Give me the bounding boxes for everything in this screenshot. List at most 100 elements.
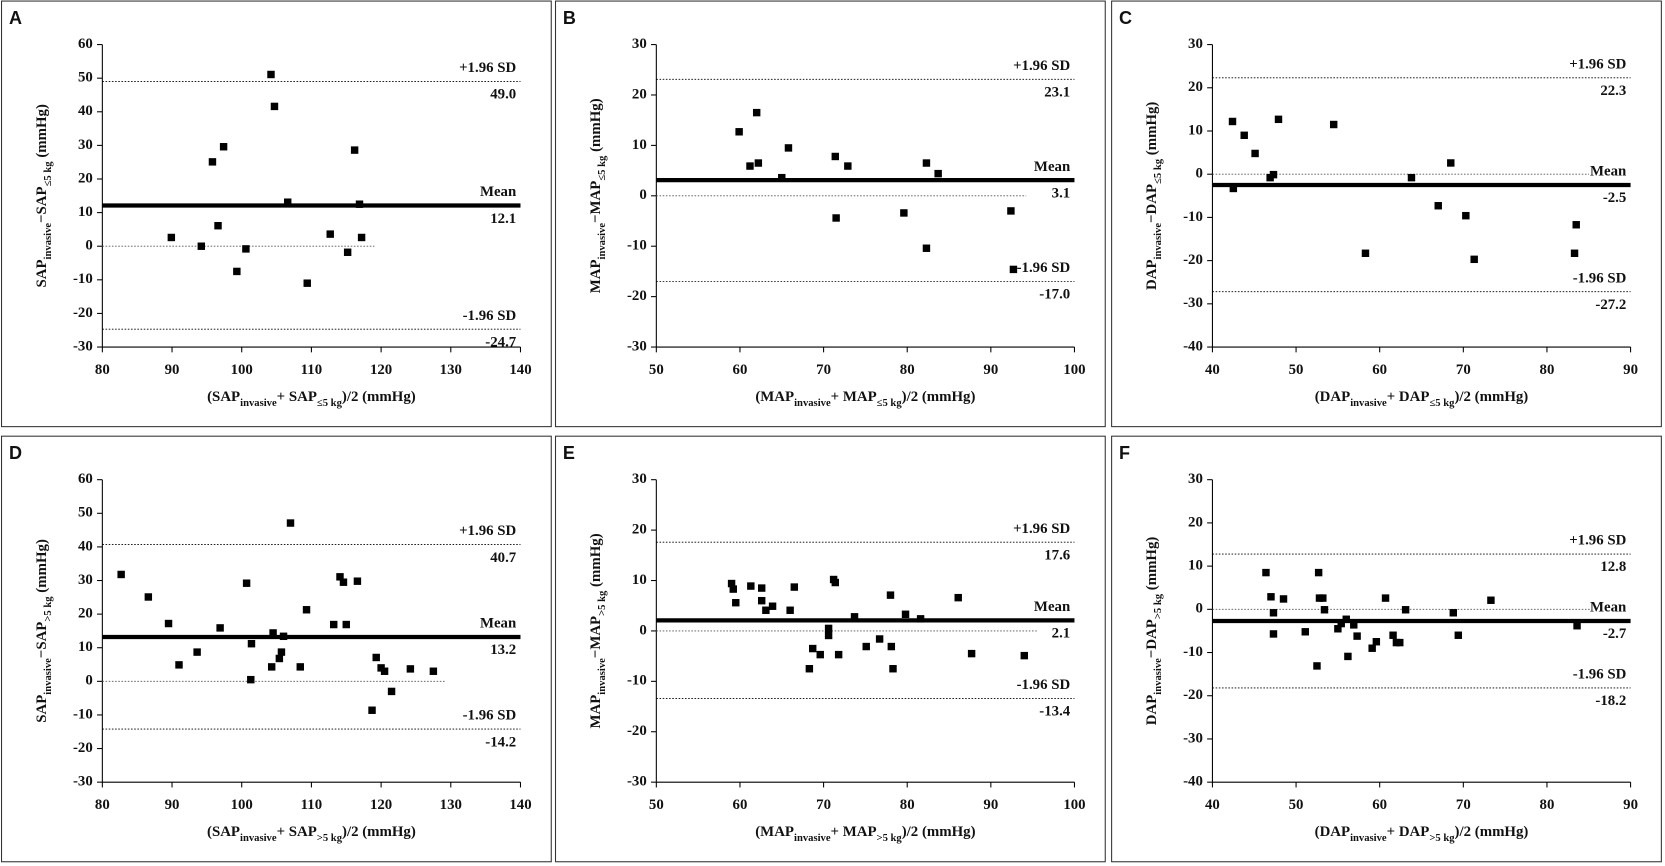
reference-value: -2.5 bbox=[1603, 190, 1627, 206]
data-point bbox=[1353, 632, 1361, 640]
data-point bbox=[922, 244, 931, 252]
data-point bbox=[934, 169, 942, 178]
label-part: (DAP bbox=[1315, 389, 1350, 405]
label-part: −SAP bbox=[34, 186, 50, 223]
label-part: + DAP bbox=[1387, 389, 1430, 405]
y-axis-title: MAPinvasive−MAP>5 kg (mmHg) bbox=[588, 533, 608, 728]
y-tick-label: 10 bbox=[78, 639, 93, 655]
y-axis-title: MAPinvasive−MAP≤5 kg (mmHg) bbox=[588, 98, 608, 293]
x-tick-label: 110 bbox=[301, 362, 322, 378]
label-part: >5 kg bbox=[597, 590, 608, 616]
data-point bbox=[242, 579, 251, 587]
data-point bbox=[850, 613, 859, 621]
data-point bbox=[1269, 609, 1278, 617]
data-point bbox=[284, 198, 292, 206]
label-part: ≤5 kg bbox=[877, 398, 903, 409]
reference-value: 3.1 bbox=[1052, 185, 1071, 201]
x-tick-label: 70 bbox=[816, 797, 831, 813]
y-tick-label: 30 bbox=[78, 137, 93, 153]
data-point bbox=[1337, 619, 1345, 628]
label-part: −SAP bbox=[34, 622, 50, 659]
label-part: >5 kg bbox=[877, 833, 903, 844]
data-point bbox=[1573, 622, 1581, 630]
y-tick-label: 0 bbox=[85, 673, 92, 689]
y-tick-label: 30 bbox=[78, 572, 93, 588]
data-point bbox=[757, 596, 766, 605]
label-part: )/2 (mmHg) bbox=[902, 825, 976, 841]
data-point bbox=[735, 128, 743, 136]
x-tick-label: 50 bbox=[649, 362, 664, 378]
data-point bbox=[1229, 184, 1238, 193]
reference-label: -1.96 SD bbox=[1017, 677, 1071, 693]
label-part: −MAP bbox=[588, 181, 604, 223]
y-tick-label: -20 bbox=[73, 740, 93, 756]
x-tick-label: 110 bbox=[301, 797, 322, 813]
panel-letter: E bbox=[563, 443, 575, 463]
data-point bbox=[784, 144, 793, 152]
y-tick-label: -30 bbox=[1183, 295, 1203, 311]
data-point bbox=[1470, 255, 1478, 264]
x-axis-title: (SAPinvasive+ SAP≤5 kg)/2 (mmHg) bbox=[207, 389, 416, 409]
label-part: (mmHg) bbox=[588, 98, 604, 155]
data-point bbox=[242, 245, 250, 253]
y-tick-label: 0 bbox=[639, 622, 646, 638]
label-part: >5 kg bbox=[1429, 833, 1455, 844]
reference-label: Mean bbox=[1034, 599, 1071, 615]
reference-label: -1.96 SD bbox=[1573, 270, 1627, 286]
data-point bbox=[1396, 638, 1404, 647]
y-tick-label: -10 bbox=[1183, 209, 1203, 225]
data-point bbox=[368, 706, 376, 714]
label-part: invasive bbox=[240, 833, 277, 844]
label-part: invasive bbox=[597, 223, 608, 260]
data-point bbox=[901, 610, 910, 619]
panel-letter: C bbox=[1119, 8, 1132, 28]
data-point bbox=[746, 162, 754, 170]
data-point bbox=[727, 579, 736, 588]
reference-value: 22.3 bbox=[1600, 83, 1626, 99]
x-tick-label: 50 bbox=[1289, 797, 1304, 813]
label-part: DAP bbox=[1144, 259, 1160, 290]
data-point bbox=[429, 667, 438, 675]
y-axis-title: DAPinvasive−DAP>5 kg (mmHg) bbox=[1144, 537, 1164, 726]
label-part: invasive bbox=[597, 658, 608, 695]
panel-border bbox=[554, 0, 1106, 428]
y-tick-label: -30 bbox=[1183, 730, 1203, 746]
data-point bbox=[406, 665, 415, 673]
data-point bbox=[832, 214, 840, 222]
data-point bbox=[302, 606, 311, 614]
data-point bbox=[778, 173, 786, 182]
reference-label: +1.96 SD bbox=[459, 60, 516, 76]
data-point bbox=[1401, 606, 1410, 614]
data-point bbox=[1342, 615, 1350, 623]
data-point bbox=[387, 687, 396, 696]
data-point bbox=[372, 653, 380, 662]
x-tick-label: 130 bbox=[440, 362, 462, 378]
panel-border bbox=[1111, 435, 1662, 863]
data-point bbox=[1009, 265, 1018, 274]
x-tick-label: 90 bbox=[165, 797, 180, 813]
data-point bbox=[1334, 625, 1342, 633]
label-part: ≤5 kg bbox=[43, 161, 54, 187]
x-tick-label: 70 bbox=[816, 362, 831, 378]
data-point bbox=[144, 593, 153, 601]
data-point bbox=[267, 70, 275, 79]
x-tick-label: 80 bbox=[900, 797, 915, 813]
label-part: + MAP bbox=[831, 389, 877, 405]
label-part: >5 kg bbox=[317, 833, 343, 844]
panel-border bbox=[0, 0, 552, 428]
data-point bbox=[844, 162, 852, 170]
label-part: −DAP bbox=[1144, 619, 1160, 658]
data-point bbox=[900, 209, 908, 217]
label-part: (mmHg) bbox=[34, 104, 50, 161]
label-part: (MAP bbox=[755, 389, 794, 405]
reference-value: 23.1 bbox=[1044, 85, 1070, 101]
data-point bbox=[326, 230, 334, 238]
data-point bbox=[336, 573, 344, 581]
data-point bbox=[1314, 568, 1323, 577]
data-point bbox=[350, 146, 359, 154]
data-point bbox=[1301, 628, 1309, 636]
data-point bbox=[216, 624, 224, 632]
y-tick-label: 50 bbox=[78, 70, 93, 86]
reference-label: +1.96 SD bbox=[1569, 57, 1626, 73]
y-tick-label: 0 bbox=[85, 238, 92, 254]
